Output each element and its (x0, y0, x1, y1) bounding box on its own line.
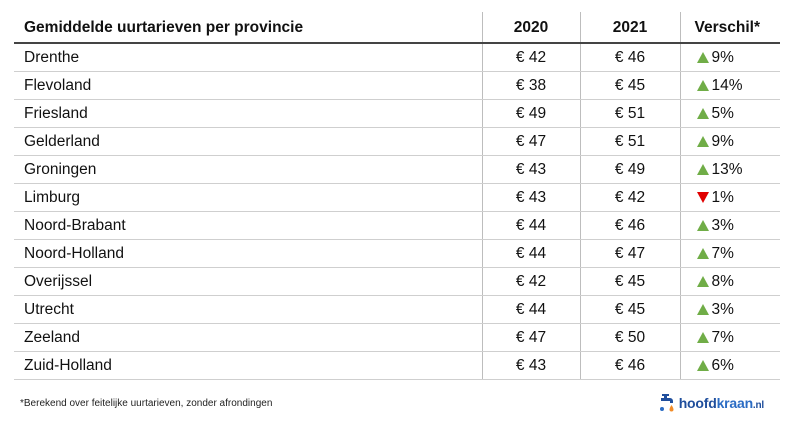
rate-2020: € 42 (481, 43, 580, 72)
header-province: Gemiddelde uurtarieven per provincie (14, 12, 482, 44)
footnote: *Berekend over feitelijke uurtarieven, z… (20, 398, 273, 409)
table-row: Overijssel € 42 € 45 8% (14, 267, 780, 296)
province-name: Limburg (14, 183, 482, 212)
logo-text-hoofd: hoofd (678, 395, 717, 411)
difference-value: 13% (711, 161, 743, 178)
table-row: Zeeland € 47 € 50 7% (14, 323, 780, 352)
rate-2020: € 43 (481, 183, 580, 212)
difference-value: 7% (711, 329, 734, 346)
province-name: Overijssel (14, 267, 482, 296)
difference-cell: 13% (679, 155, 780, 184)
table-row: Flevoland € 38 € 45 14% (14, 71, 780, 100)
triangle-up-icon (696, 360, 709, 371)
triangle-up-icon (696, 52, 709, 63)
rate-2021: € 47 (579, 239, 680, 268)
province-name: Utrecht (14, 295, 482, 324)
difference-cell: 9% (679, 43, 780, 72)
difference-cell: 8% (679, 267, 780, 296)
rate-2020: € 42 (481, 267, 580, 296)
rate-2020: € 47 (481, 127, 580, 156)
triangle-down-icon (696, 192, 709, 203)
table-row: Friesland € 49 € 51 5% (14, 99, 780, 128)
triangle-up-icon (696, 220, 709, 231)
difference-cell: 9% (679, 127, 780, 156)
rate-2021: € 50 (579, 323, 680, 352)
logo-text-nl: .nl (752, 400, 764, 411)
faucet-drop-icon (659, 394, 674, 412)
rate-2020: € 47 (481, 323, 580, 352)
table-body: Drenthe € 42 € 46 9% Flevoland € 38 € 45 14% Fri… (14, 43, 780, 380)
rate-2020: € 44 (481, 239, 580, 268)
triangle-up-icon (696, 80, 709, 91)
header-year-2020: 2020 (481, 12, 580, 44)
table-row: Gelderland € 47 € 51 9% (14, 127, 780, 156)
table-row: Drenthe € 42 € 46 9% (14, 43, 780, 72)
rate-2020: € 43 (481, 351, 580, 380)
difference-value: 14% (711, 77, 743, 94)
rate-2020: € 44 (481, 211, 580, 240)
logo-text-kraan: kraan (716, 395, 754, 411)
triangle-up-icon (696, 332, 709, 343)
rate-2020: € 38 (481, 71, 580, 100)
rate-2021: € 46 (579, 43, 680, 72)
rate-2020: € 44 (481, 295, 580, 324)
province-name: Noord-Holland (14, 239, 482, 268)
rate-2020: € 49 (481, 99, 580, 128)
province-name: Noord-Brabant (14, 211, 482, 240)
difference-value: 5% (711, 105, 734, 122)
triangle-up-icon (696, 304, 709, 315)
triangle-up-icon (696, 108, 709, 119)
table-row: Utrecht € 44 € 45 3% (14, 295, 780, 324)
difference-value: 3% (711, 301, 734, 318)
table-row: Zuid-Holland € 43 € 46 6% (14, 351, 780, 380)
triangle-up-icon (696, 136, 709, 147)
province-name: Zuid-Holland (14, 351, 482, 380)
province-name: Flevoland (14, 71, 482, 100)
province-name: Friesland (14, 99, 482, 128)
difference-value: 1% (711, 189, 734, 206)
province-name: Zeeland (14, 323, 482, 352)
rate-2021: € 45 (579, 71, 680, 100)
triangle-up-icon (696, 276, 709, 287)
rate-2021: € 45 (579, 267, 680, 296)
difference-cell: 5% (679, 99, 780, 128)
tariff-table: Gemiddelde uurtarieven per provincie 202… (14, 12, 780, 380)
province-name: Drenthe (14, 43, 482, 72)
triangle-up-icon (696, 164, 709, 175)
difference-value: 6% (711, 357, 734, 374)
difference-cell: 3% (679, 295, 780, 324)
hoofdkraan-logo: hoofdkraan.nl (658, 390, 764, 416)
rate-2021: € 46 (579, 351, 680, 380)
difference-cell: 7% (679, 239, 780, 268)
difference-value: 9% (711, 49, 734, 66)
tariff-sheet: Gemiddelde uurtarieven per provincie 202… (14, 8, 780, 431)
rate-2021: € 45 (579, 295, 680, 324)
table-row: Groningen € 43 € 49 13% (14, 155, 780, 184)
rate-2021: € 49 (579, 155, 680, 184)
province-name: Gelderland (14, 127, 482, 156)
table-row: Noord-Holland € 44 € 47 7% (14, 239, 780, 268)
table-row: Limburg € 43 € 42 1% (14, 183, 780, 212)
header-difference: Verschil* (679, 12, 780, 44)
triangle-up-icon (696, 248, 709, 259)
difference-cell: 3% (679, 211, 780, 240)
difference-cell: 1% (679, 183, 780, 212)
difference-cell: 7% (679, 323, 780, 352)
header-year-2021: 2021 (579, 12, 680, 44)
difference-cell: 14% (679, 71, 780, 100)
logo-wordmark: hoofdkraan.nl (678, 395, 765, 411)
rate-2021: € 51 (579, 127, 680, 156)
difference-cell: 6% (679, 351, 780, 380)
rate-2021: € 51 (579, 99, 680, 128)
rate-2020: € 43 (481, 155, 580, 184)
difference-value: 9% (711, 133, 734, 150)
rate-2021: € 46 (579, 211, 680, 240)
table-header-row: Gemiddelde uurtarieven per provincie 202… (14, 12, 780, 44)
rate-2021: € 42 (579, 183, 680, 212)
difference-value: 3% (711, 217, 734, 234)
difference-value: 8% (711, 273, 734, 290)
difference-value: 7% (711, 245, 734, 262)
table-row: Noord-Brabant € 44 € 46 3% (14, 211, 780, 240)
province-name: Groningen (14, 155, 482, 184)
